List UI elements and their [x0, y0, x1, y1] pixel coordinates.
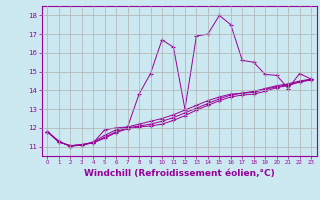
X-axis label: Windchill (Refroidissement éolien,°C): Windchill (Refroidissement éolien,°C) — [84, 169, 275, 178]
